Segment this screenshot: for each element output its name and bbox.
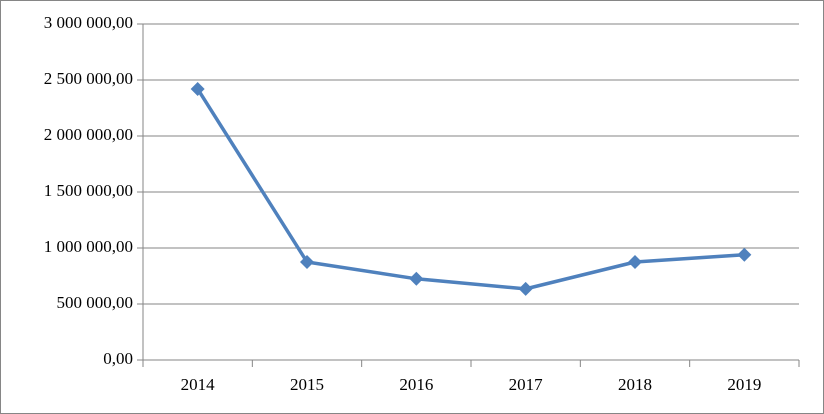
marker xyxy=(190,81,205,96)
x-tick-label: 2014 xyxy=(181,375,216,394)
x-tick-label: 2019 xyxy=(727,375,761,394)
x-tick-label: 2018 xyxy=(618,375,652,394)
marker xyxy=(737,247,752,262)
y-tick-label: 1 000 000,00 xyxy=(44,237,133,256)
x-tick-label: 2016 xyxy=(399,375,433,394)
y-tick-label: 0,00 xyxy=(103,349,133,368)
y-tick-label: 1 500 000,00 xyxy=(44,181,133,200)
marker xyxy=(409,271,424,286)
y-tick-label: 3 000 000,00 xyxy=(44,13,133,32)
marker xyxy=(518,281,533,296)
y-tick-label: 2 500 000,00 xyxy=(44,69,133,88)
series-line xyxy=(196,88,745,291)
marker xyxy=(628,255,642,269)
y-tick-label: 500 000,00 xyxy=(57,293,134,312)
x-tick-label: 2015 xyxy=(290,375,324,394)
x-tick-label: 2017 xyxy=(509,375,544,394)
y-tick-label: 2 000 000,00 xyxy=(44,125,133,144)
marker xyxy=(300,255,314,269)
